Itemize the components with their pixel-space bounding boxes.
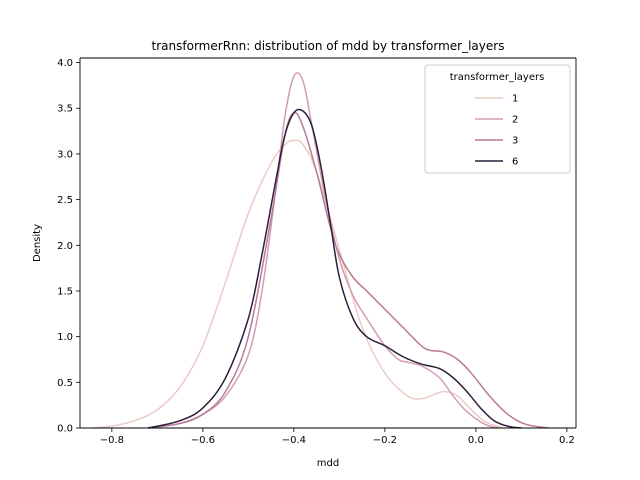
density-curves xyxy=(93,72,549,429)
x-axis-ticks: −0.8 −0.6 −0.4 −0.2 0.0 0.2 xyxy=(100,428,575,446)
legend-label-6: 6 xyxy=(512,157,518,168)
axes-spines xyxy=(79,57,577,429)
y-tick-label: 3.5 xyxy=(57,104,73,115)
series-line-1 xyxy=(93,139,504,429)
x-tick-label: −0.8 xyxy=(100,435,124,446)
legend-title: transformer_layers xyxy=(450,72,545,83)
chart-title: transformerRnn: distribution of mdd by t… xyxy=(152,39,505,53)
x-tick-label: 0.0 xyxy=(468,435,484,446)
x-tick-label: −0.2 xyxy=(373,435,397,446)
y-tick-label: 2.0 xyxy=(57,241,73,252)
y-tick-label: 2.5 xyxy=(57,195,73,206)
x-axis-label: mdd xyxy=(317,458,339,469)
x-tick-label: −0.6 xyxy=(191,435,215,446)
y-tick-label: 3.0 xyxy=(57,149,73,160)
legend-entries: 1 2 3 6 xyxy=(475,94,518,168)
legend-label-3: 3 xyxy=(512,136,518,147)
y-tick-label: 1.0 xyxy=(57,332,73,343)
y-tick-label: 1.5 xyxy=(57,286,73,297)
y-tick-label: 4.0 xyxy=(57,58,73,69)
x-tick-label: −0.4 xyxy=(282,435,306,446)
x-tick-label: 0.2 xyxy=(559,435,575,446)
y-tick-label: 0.0 xyxy=(57,424,73,435)
y-axis-label: Density xyxy=(32,224,43,262)
series-line-3 xyxy=(148,111,549,429)
series-line-6 xyxy=(148,108,522,429)
y-axis-ticks: 0.0 0.5 1.0 1.5 2.0 2.5 3.0 3.5 4.0 xyxy=(57,58,80,435)
legend-label-1: 1 xyxy=(512,94,518,105)
legend-label-2: 2 xyxy=(512,115,518,126)
legend: transformer_layers 1 2 3 6 xyxy=(424,64,571,174)
y-tick-label: 0.5 xyxy=(57,378,73,389)
